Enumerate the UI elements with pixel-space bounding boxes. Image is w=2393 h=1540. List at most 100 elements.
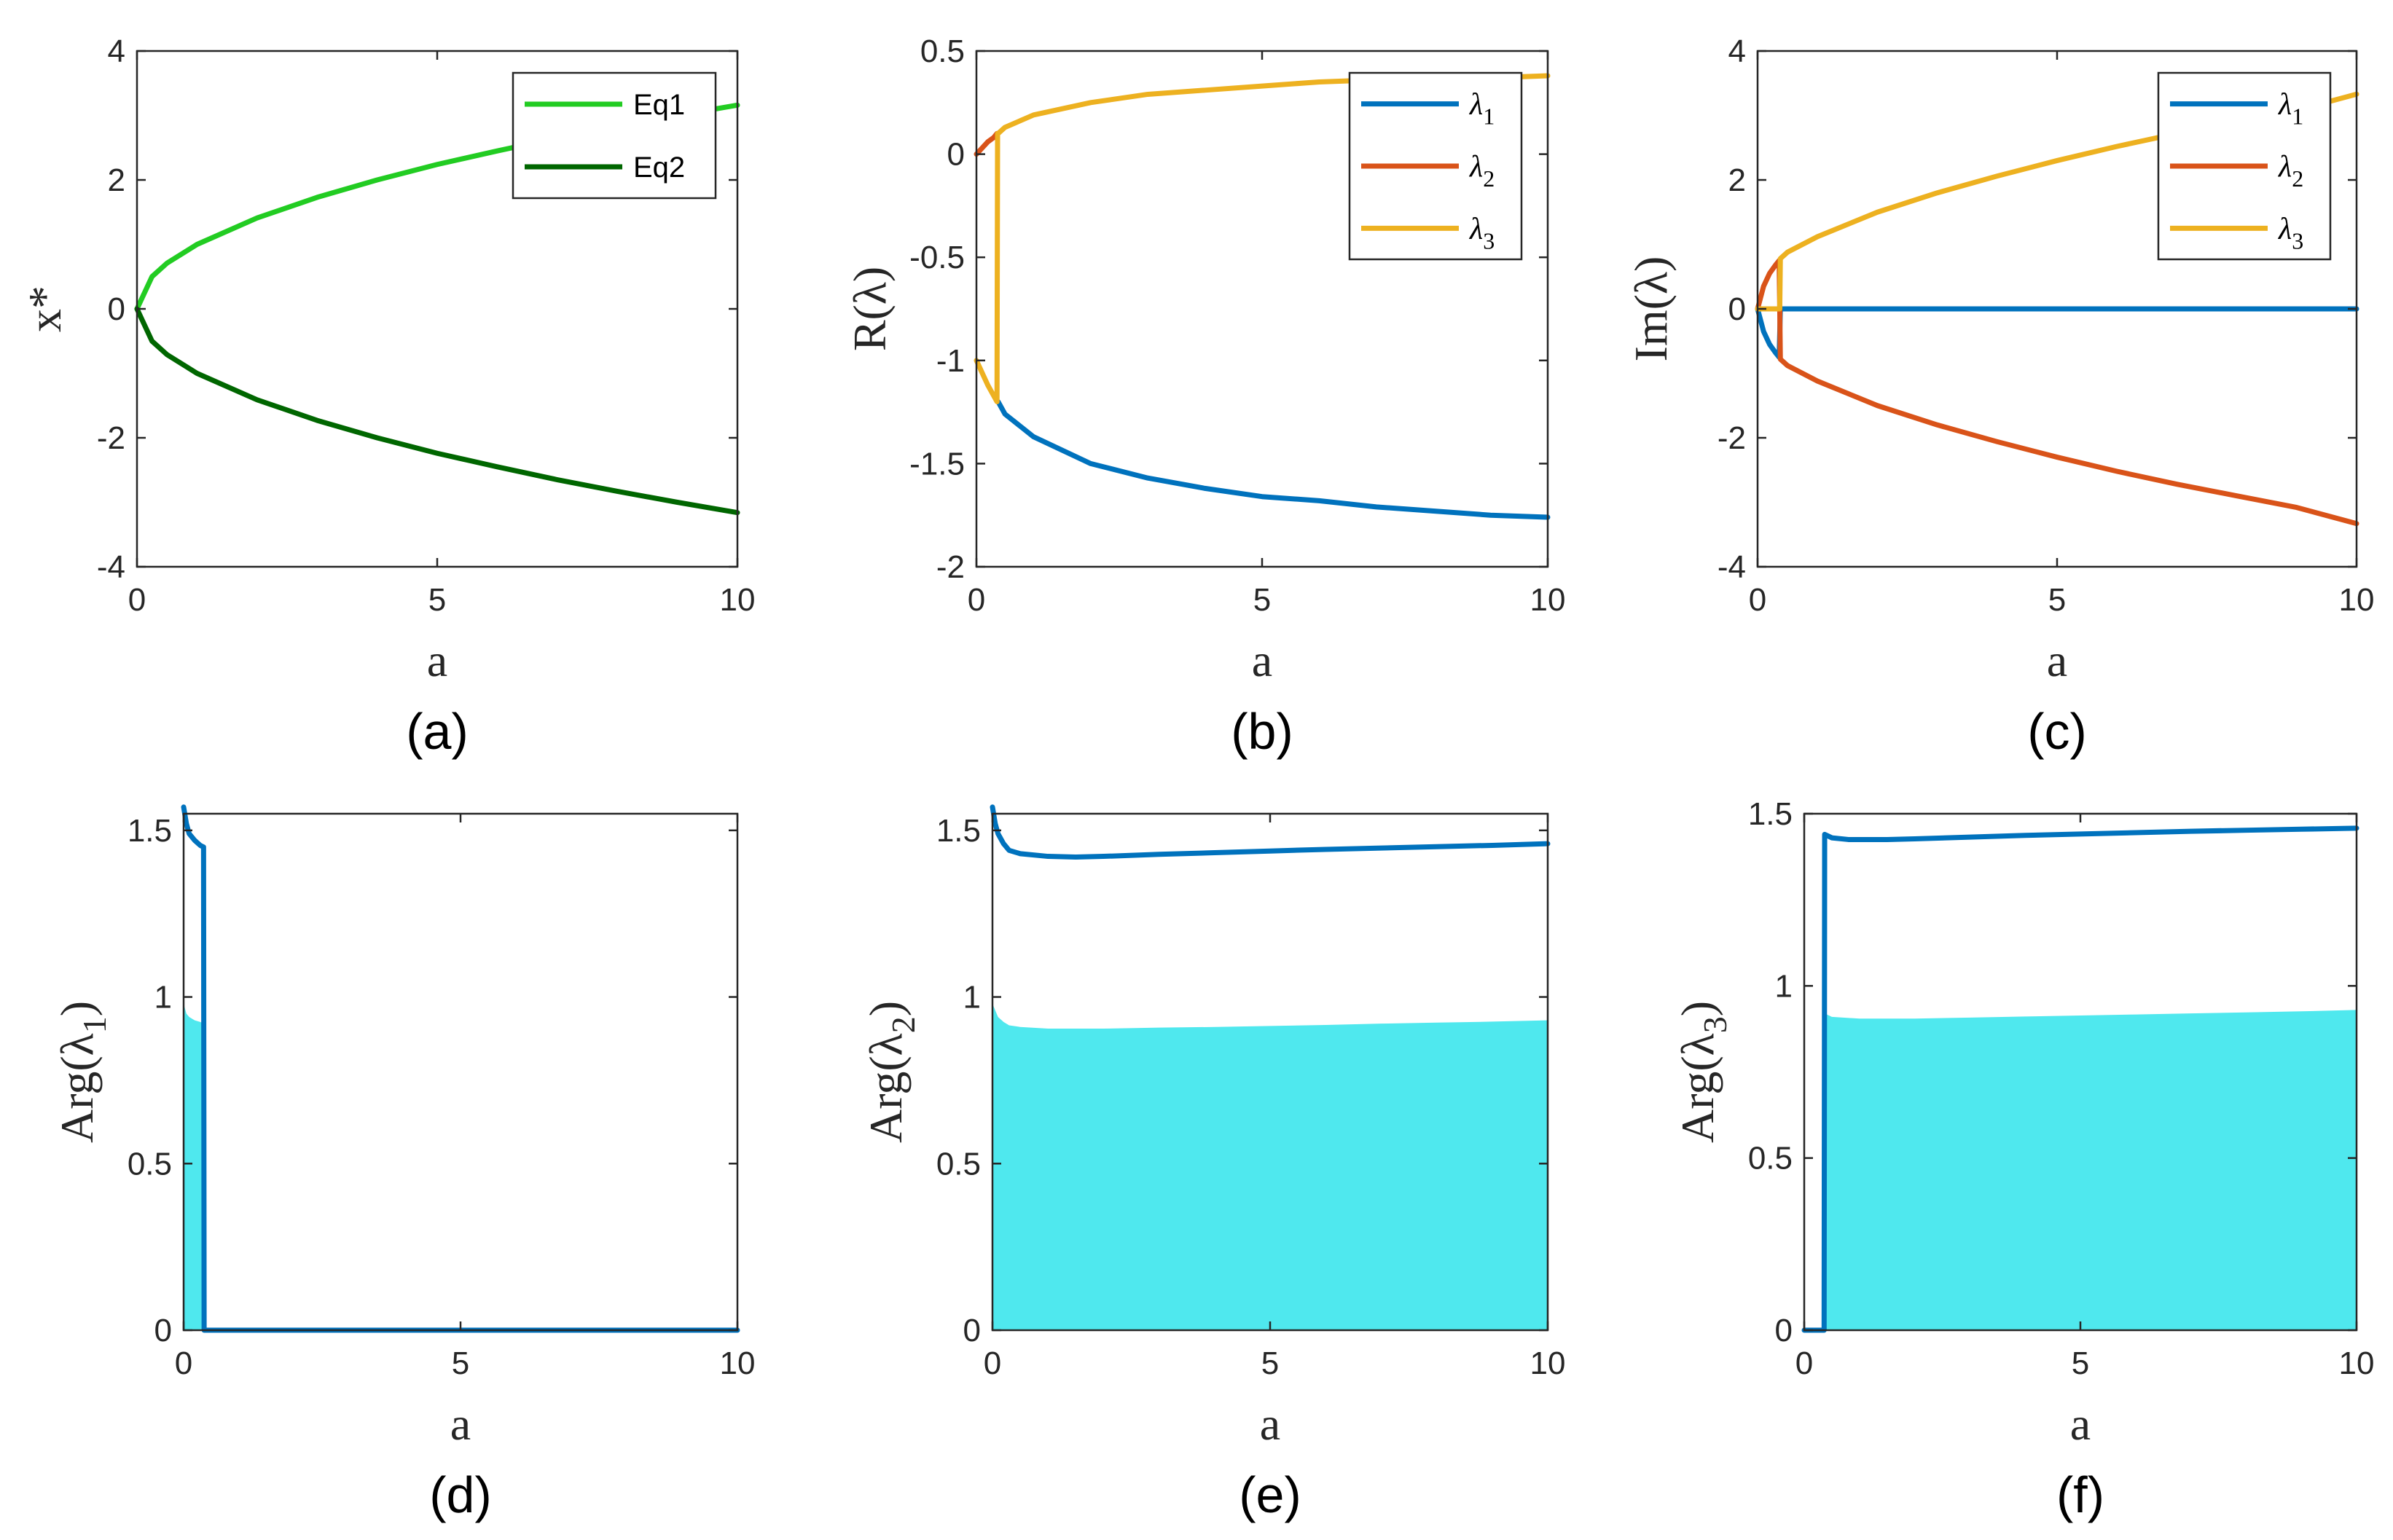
panel-label: (d): [429, 1466, 492, 1523]
axes-box: [182, 812, 739, 1332]
x-axis-label: a: [1252, 635, 1272, 686]
series-line-1: [181, 804, 740, 1333]
x-tick-label: 5: [2048, 582, 2066, 618]
x-axis-label: a: [427, 635, 447, 686]
y-axis-label: x*: [19, 286, 71, 332]
legend-label-subscript: 2: [1483, 165, 1495, 192]
legend-label-symbol: λ: [2277, 88, 2292, 122]
x-tick-label: 5: [452, 1345, 469, 1381]
x-tick-label: 5: [1253, 582, 1271, 618]
legend-label-symbol: λ: [2277, 212, 2292, 245]
panel-label: (c): [2027, 703, 2087, 760]
legend-label-2: λ2: [2277, 150, 2303, 192]
x-tick-label: 10: [1530, 582, 1566, 618]
y-tick-label: 1.5: [128, 813, 172, 849]
x-axis-label: a: [1260, 1398, 1280, 1450]
y-tick-label: -1: [936, 343, 965, 379]
y-axis-label: Arg(λ2): [860, 1001, 922, 1143]
x-axis-label: a: [2047, 635, 2067, 686]
y-axis-label-main: Arg(λ: [860, 1033, 912, 1143]
legend-label-subscript: 3: [1483, 227, 1495, 254]
x-tick-label: 0: [1795, 1345, 1813, 1381]
x-tick-label: 0: [175, 1345, 192, 1381]
y-axis-label: Arg(λ3): [1672, 1001, 1734, 1143]
panel-label: (e): [1239, 1466, 1301, 1523]
x-tick-label: 5: [428, 582, 446, 618]
area-band: [184, 1003, 204, 1330]
y-tick-label: 0.5: [128, 1146, 172, 1182]
y-axis-label-close: ): [51, 1001, 103, 1016]
y-tick-label: -4: [97, 549, 125, 585]
legend-label-symbol: λ: [1468, 150, 1483, 184]
y-tick-label: 0.5: [920, 34, 965, 69]
y-axis-label-close: ): [1672, 1001, 1723, 1016]
y-tick-label: 0: [1728, 291, 1746, 327]
y-axis-label-subscript: 2: [885, 1016, 922, 1033]
legend-label-subscript: 1: [1483, 103, 1495, 130]
series-line-1: [1755, 306, 2359, 360]
x-tick-label: 0: [968, 582, 985, 618]
legend-label-3: λ3: [2277, 212, 2303, 254]
y-tick-label: -1.5: [909, 446, 965, 482]
y-tick-label: 4: [108, 34, 125, 69]
y-tick-label: 0: [963, 1313, 981, 1348]
area-band: [992, 1003, 1548, 1330]
area-band: [1825, 1010, 2357, 1330]
legend-label-2: Eq2: [633, 152, 685, 184]
x-tick-label: 0: [128, 582, 146, 618]
y-axis-label-main: Arg(λ: [1672, 1033, 1723, 1143]
panel-label: (f): [2056, 1466, 2104, 1523]
series-line-2: [134, 306, 740, 516]
y-axis-label: Arg(λ1): [51, 1001, 113, 1143]
y-tick-label: -2: [1718, 420, 1746, 456]
legend-label-subscript: 2: [2292, 165, 2303, 192]
panel-label: (b): [1231, 703, 1293, 760]
y-axis-label-main: Arg(λ: [51, 1033, 103, 1143]
y-tick-label: 0: [1775, 1313, 1793, 1348]
legend-label-1: λ1: [1468, 88, 1495, 130]
x-axis-label: a: [2070, 1398, 2091, 1450]
x-tick-label: 0: [1749, 582, 1766, 618]
y-tick-label: 1: [154, 980, 172, 1015]
y-tick-label: 0.5: [936, 1146, 981, 1182]
series-line-2: [1755, 258, 2359, 527]
y-tick-label: 4: [1728, 34, 1746, 69]
y-tick-label: 0: [154, 1313, 172, 1348]
panel-e: 0 5 10 0 0.5 1 1.5 a Arg(λ2) (e): [860, 804, 1565, 1523]
y-tick-label: 1: [1775, 968, 1793, 1004]
series-line-2: [974, 130, 1000, 157]
legend-label-symbol: λ: [2277, 150, 2292, 184]
panel-f: 0 5 10 0 0.5 1 1.5 a Arg(λ3) (f): [1672, 796, 2374, 1523]
y-tick-label: 2: [108, 162, 125, 198]
legend-label-3: λ3: [1468, 212, 1495, 254]
series-line-1: [990, 804, 1551, 860]
legend-label-1: Eq1: [633, 89, 685, 121]
legend-label-symbol: λ: [1468, 88, 1483, 122]
y-tick-label: 2: [1728, 162, 1746, 198]
x-tick-label: 10: [2339, 1345, 2375, 1381]
y-tick-label: -2: [97, 420, 125, 456]
legend-label-2: λ2: [1468, 150, 1495, 192]
y-axis-label: Im(λ): [1625, 256, 1677, 362]
y-axis-label-subscript: 1: [76, 1016, 113, 1033]
y-tick-label: 1: [963, 980, 981, 1015]
y-tick-label: 0.5: [1748, 1141, 1793, 1176]
x-axis-label: a: [450, 1398, 471, 1450]
y-tick-label: -4: [1718, 549, 1746, 585]
y-tick-label: 1.5: [936, 813, 981, 849]
series-line-1: [995, 398, 1551, 520]
y-tick-label: 1.5: [1748, 796, 1793, 832]
legend-label-subscript: 3: [2292, 227, 2303, 254]
x-tick-label: 5: [2072, 1345, 2089, 1381]
x-tick-label: 10: [2339, 582, 2375, 618]
y-axis-label-close: ): [860, 1001, 912, 1016]
legend-label-1: λ1: [2277, 88, 2303, 130]
x-tick-label: 0: [984, 1345, 1001, 1381]
legend-label-subscript: 1: [2292, 103, 2303, 130]
legend-label-symbol: λ: [1468, 212, 1483, 245]
